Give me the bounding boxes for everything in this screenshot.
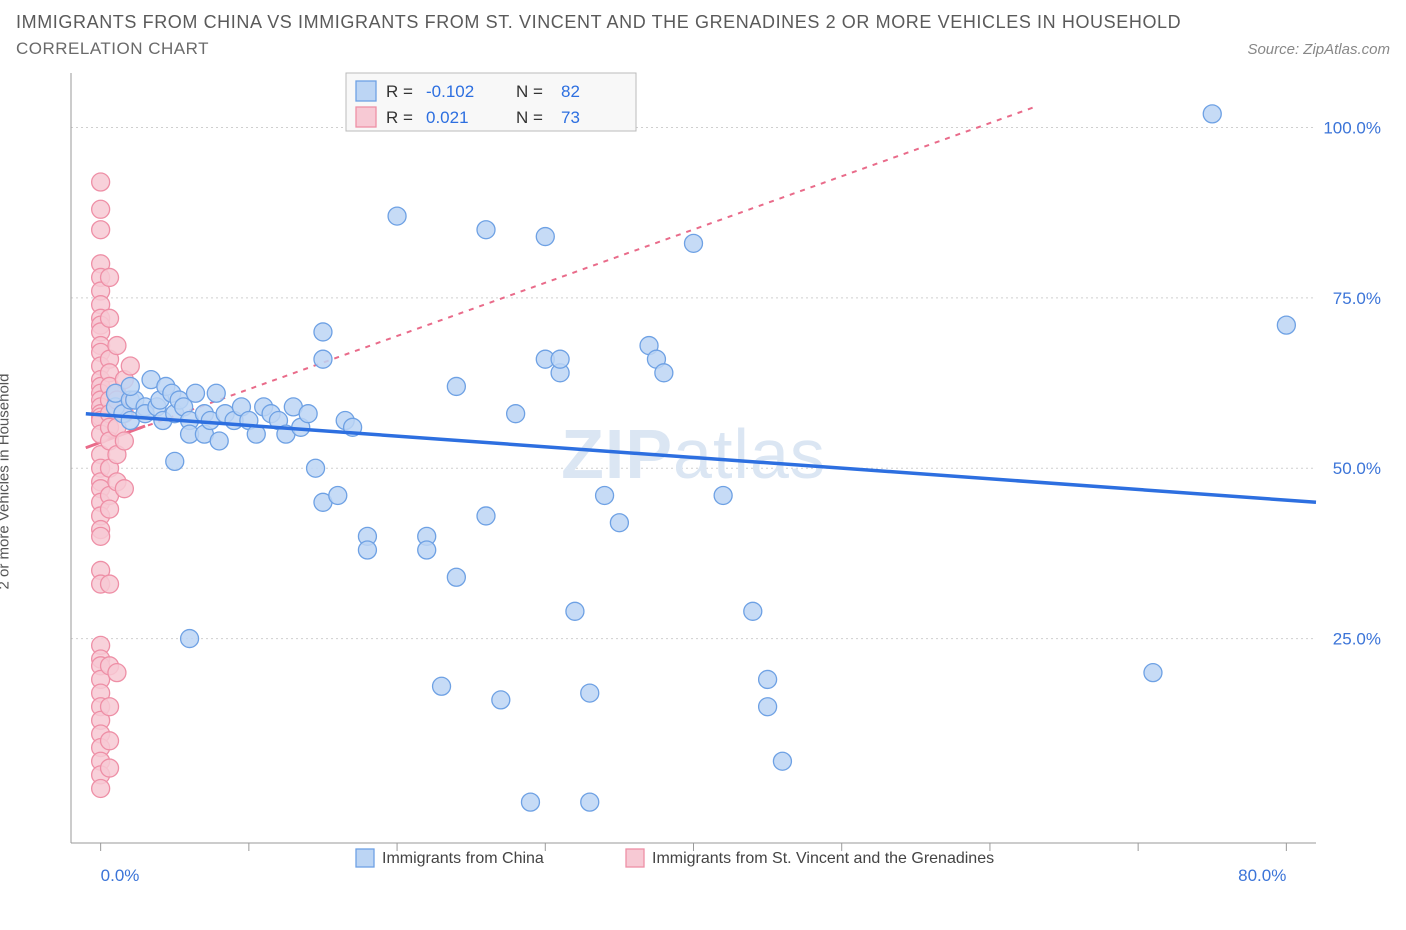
svg-text:25.0%: 25.0%: [1333, 630, 1381, 649]
svg-text:0.0%: 0.0%: [101, 866, 140, 883]
svg-text:Immigrants from St. Vincent an: Immigrants from St. Vincent and the Gren…: [652, 850, 994, 867]
svg-text:-0.102: -0.102: [426, 82, 474, 101]
svg-text:82: 82: [561, 82, 580, 101]
svg-text:50.0%: 50.0%: [1333, 459, 1381, 478]
svg-text:0.021: 0.021: [426, 108, 469, 127]
chart-title: IMMIGRANTS FROM CHINA VS IMMIGRANTS FROM…: [16, 12, 1390, 33]
scatter-chart: 25.0% 50.0% 75.0% 100.0% ZIPatlas 0.0% 80.0% R …: [16, 63, 1390, 883]
y-axis-label: 2 or more Vehicles in Household: [0, 374, 13, 590]
svg-text:N =: N =: [516, 108, 543, 127]
svg-text:100.0%: 100.0%: [1323, 119, 1381, 138]
source-attribution: Source: ZipAtlas.com: [1247, 41, 1390, 58]
subtitle-row: CORRELATION CHART Source: ZipAtlas.com: [16, 39, 1390, 59]
chart-container: 2 or more Vehicles in Household 25.0%50.…: [16, 63, 1390, 883]
svg-text:80.0%: 80.0%: [1238, 866, 1286, 883]
svg-text:R =: R =: [386, 108, 413, 127]
svg-text:Immigrants from China: Immigrants from China: [382, 850, 544, 867]
svg-text:ZIPatlas: ZIPatlas: [561, 415, 826, 493]
svg-text:73: 73: [561, 108, 580, 127]
chart-subtitle: CORRELATION CHART: [16, 39, 209, 59]
svg-text:N =: N =: [516, 82, 543, 101]
svg-text:75.0%: 75.0%: [1333, 289, 1381, 308]
svg-text:R =: R =: [386, 82, 413, 101]
